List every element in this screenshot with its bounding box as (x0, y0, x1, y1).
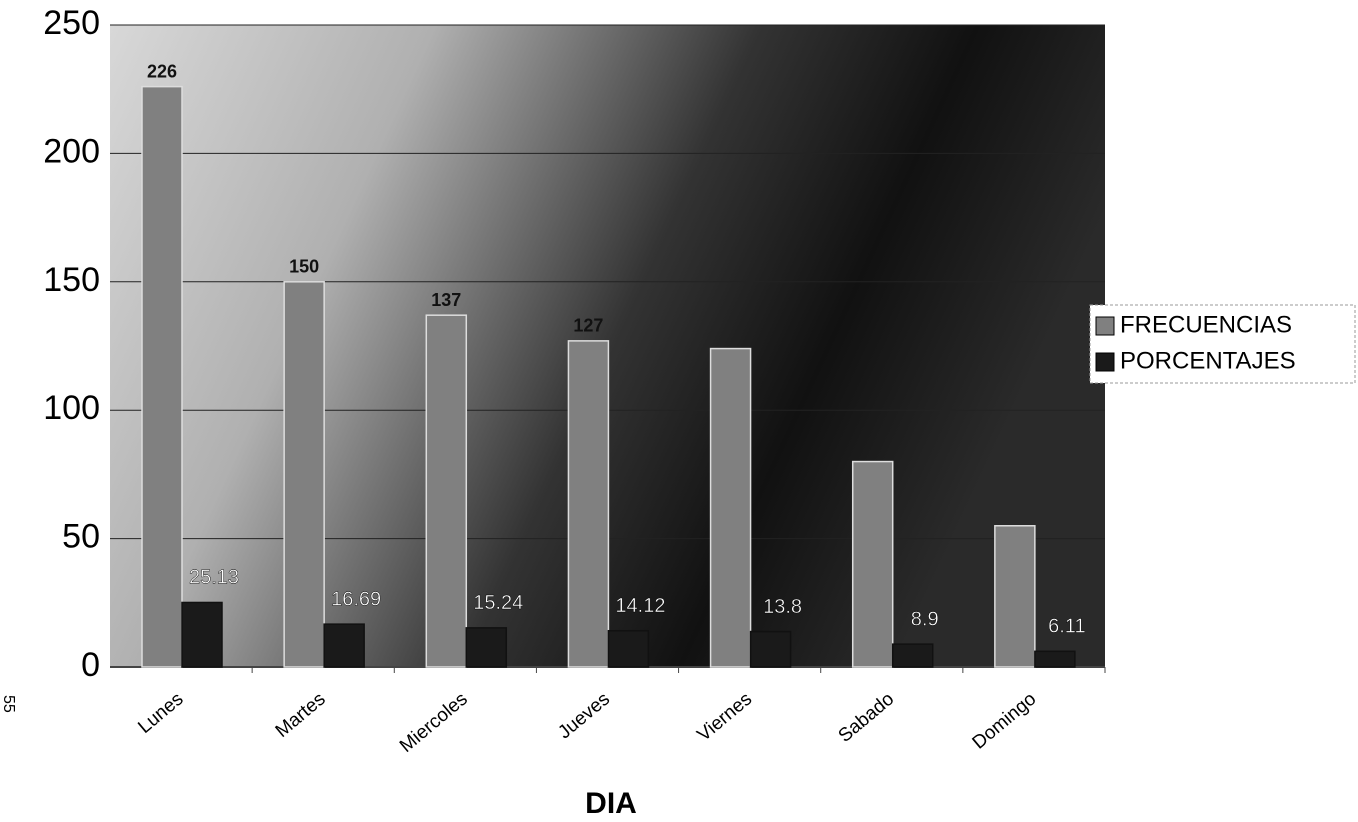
x-tick-label: Sabado (835, 689, 899, 747)
x-tick-label: Domingo (969, 689, 1041, 754)
legend-label: PORCENTAJES (1120, 347, 1296, 374)
data-label: 150 (289, 257, 319, 277)
data-label: 15.24 (473, 592, 523, 614)
bar (607, 629, 650, 668)
data-label: 14.12 (615, 595, 665, 617)
data-label: 127 (573, 316, 603, 336)
legend-swatch (1095, 316, 1115, 336)
x-tick-label: Miercoles (396, 689, 472, 757)
bar (181, 601, 223, 668)
x-tick-label: Jueves (554, 689, 614, 744)
bar (323, 623, 365, 668)
bar (283, 281, 325, 668)
bar (994, 525, 1036, 668)
x-axis-label: DIA (585, 787, 637, 820)
bar (1034, 650, 1076, 668)
page-number: 55 (0, 695, 17, 713)
y-tick-label: 50 (62, 518, 100, 556)
x-tick-label: Viernes (693, 689, 756, 746)
data-label: 8.9 (911, 608, 939, 630)
y-tick-label: 250 (43, 4, 100, 42)
bar (141, 85, 183, 668)
bar (567, 340, 610, 668)
x-tick-label: Lunes (134, 689, 187, 738)
data-label: 137 (431, 290, 461, 310)
bar (465, 627, 508, 668)
bar (851, 460, 894, 668)
bar (425, 314, 468, 668)
y-tick-label: 150 (43, 261, 100, 299)
y-tick-label: 100 (43, 389, 100, 427)
data-label: 25.13 (189, 567, 239, 589)
legend-label: FRECUENCIAS (1120, 311, 1292, 338)
data-label: 226 (147, 61, 177, 81)
data-label: 16.69 (331, 588, 381, 610)
bar (749, 630, 792, 668)
legend-swatch (1095, 352, 1115, 372)
x-tick-label: Martes (272, 689, 330, 742)
y-tick-label: 200 (43, 132, 100, 170)
y-tick-label: 0 (81, 646, 100, 684)
data-label: 13.8 (763, 596, 802, 618)
bar (709, 347, 752, 668)
data-label: 6.11 (1048, 616, 1085, 638)
legend-box (1089, 304, 1356, 384)
bar (891, 643, 934, 668)
